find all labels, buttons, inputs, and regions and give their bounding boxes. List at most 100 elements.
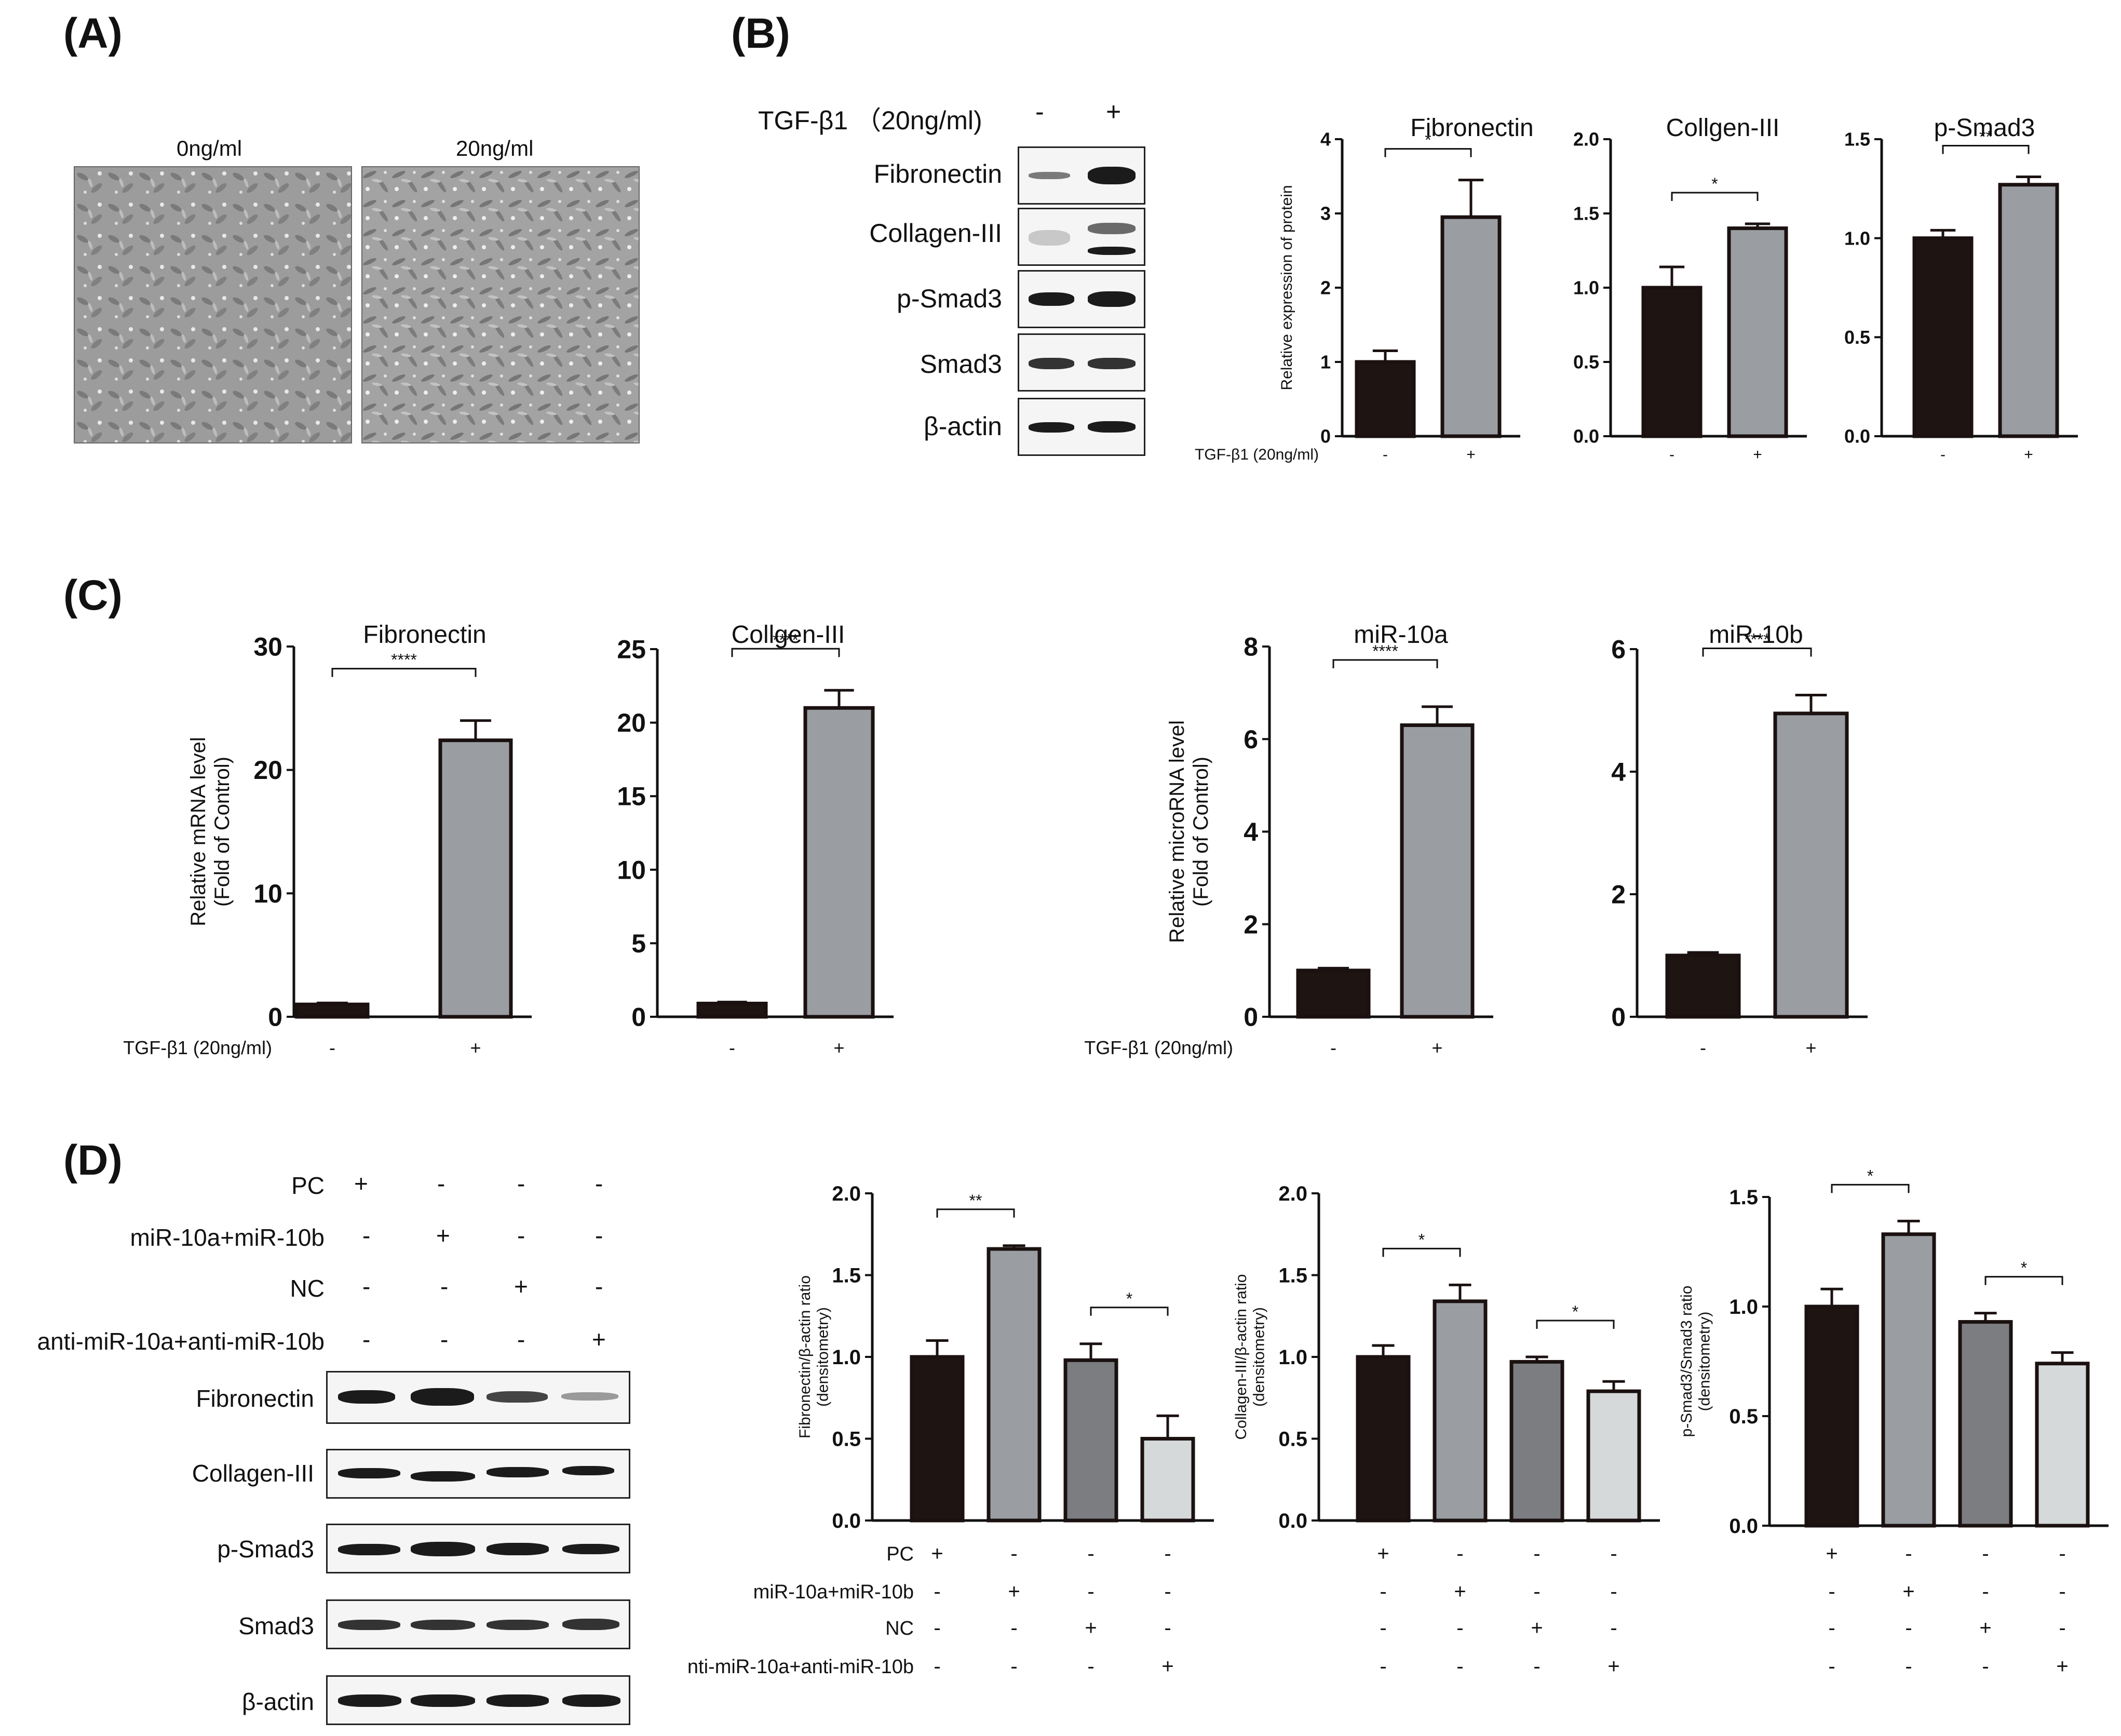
condition-sign: -: [2059, 1580, 2065, 1603]
band: [338, 1468, 400, 1478]
chart-title: miR-10b: [1709, 621, 1803, 649]
significance-label: ****: [391, 651, 417, 669]
blot-d-sign: -: [440, 1326, 449, 1353]
condition-sign: +: [470, 1037, 481, 1058]
y-tick-label: 10: [253, 879, 282, 908]
condition-label: NC: [885, 1618, 914, 1639]
condition-sign: -: [1700, 1037, 1706, 1058]
band: [561, 1392, 618, 1401]
panel-label-a: (A): [63, 10, 123, 57]
significance-label: *: [1572, 1302, 1578, 1321]
bar: [1509, 1360, 1564, 1523]
significance-bracket: [1382, 1247, 1461, 1257]
blot-d-row-label-psmad3: p-Smad3: [217, 1536, 314, 1563]
y-tick-label: 0: [268, 1003, 282, 1032]
y-tick-label: 0.0: [1278, 1510, 1307, 1532]
bar: [1296, 968, 1371, 1019]
condition-label: TGF-β1 (20ng/ml): [1084, 1037, 1233, 1058]
significance-label: *: [1867, 1166, 1873, 1185]
y-tick-label: 0: [1320, 426, 1331, 447]
condition-sign: -: [1456, 1655, 1463, 1678]
blot-b-strip-psmad3: [1018, 270, 1145, 328]
blot-d-sign: -: [517, 1222, 525, 1249]
y-tick-label: 20: [617, 708, 646, 737]
y-axis-label: Collagen-III/β-actin ratio: [1233, 1274, 1250, 1439]
significance-bracket: [1831, 1183, 1910, 1193]
condition-sign: -: [1533, 1655, 1540, 1678]
band: [487, 1694, 549, 1707]
condition-label: PC: [886, 1543, 914, 1565]
band: [487, 1543, 549, 1555]
chart-title: Collgen-III: [732, 621, 845, 649]
significance-bracket: [1332, 659, 1438, 668]
band: [562, 1619, 619, 1630]
blot-b-strip-collagen: [1018, 208, 1145, 266]
y-tick-label: 1.5: [1844, 129, 1870, 150]
condition-sign: -: [1010, 1617, 1017, 1639]
panel-label-b: (B): [731, 10, 790, 57]
band: [1088, 247, 1136, 255]
band: [411, 1694, 475, 1707]
bar: [1356, 1355, 1411, 1523]
significance-bracket: [1384, 148, 1472, 157]
condition-sign: -: [2059, 1617, 2065, 1639]
significance-bracket: [1536, 1320, 1615, 1329]
significance-label: *: [1126, 1289, 1132, 1308]
y-tick-label: 6: [1611, 635, 1626, 664]
condition-sign: -: [1610, 1580, 1617, 1603]
condition-sign: -: [729, 1037, 735, 1058]
y-tick-label: 1.0: [1573, 277, 1599, 299]
condition-label: miR-10a+miR-10b: [753, 1581, 914, 1603]
blot-d-sign: -: [437, 1170, 445, 1197]
y-tick-label: 0.0: [1844, 426, 1870, 447]
y-axis-label: Relative microRNA level: [1166, 720, 1188, 943]
micrograph-0ng: [74, 166, 352, 443]
significance-bracket: [331, 668, 477, 677]
significance-label: *: [1418, 1230, 1425, 1249]
band: [1029, 358, 1074, 369]
y-tick-label: 0: [631, 1003, 646, 1032]
condition-sign: +: [1902, 1580, 1914, 1603]
bar: [1912, 236, 1974, 438]
blot-d-sign: +: [592, 1326, 606, 1353]
significance-label: ****: [773, 630, 799, 649]
condition-sign: -: [1905, 1542, 1912, 1565]
bar: [1140, 1437, 1195, 1523]
condition-sign: -: [1982, 1655, 1989, 1678]
y-tick-label: 2: [1320, 277, 1331, 299]
condition-sign: +: [1008, 1580, 1020, 1603]
bar: [1727, 226, 1788, 438]
band: [562, 1544, 619, 1554]
condition-sign: +: [1979, 1617, 1991, 1639]
condition-label: TGF-β1 (20ng/ml): [123, 1037, 272, 1058]
y-tick-label: 0.0: [1573, 426, 1599, 447]
y-tick-label: 1.0: [1844, 227, 1870, 249]
significance-label: *: [1711, 174, 1718, 193]
significance-bracket: [1942, 144, 2030, 154]
blot-d-strip-collagen: [326, 1449, 630, 1499]
chart-title: miR-10a: [1354, 621, 1448, 649]
y-axis-label: Relative mRNA level: [187, 737, 210, 926]
chart-title: Collgen-III: [1666, 114, 1780, 142]
y-tick-label: 20: [253, 756, 282, 785]
bar: [910, 1355, 965, 1523]
bar: [1958, 1320, 2013, 1528]
band: [411, 1471, 475, 1482]
condition-sign: +: [2056, 1655, 2068, 1678]
condition-sign: -: [329, 1037, 335, 1058]
y-tick-label: 30: [253, 633, 282, 662]
blot-d-cond-label-nc: NC: [290, 1275, 325, 1302]
significance-label: *: [1425, 131, 1431, 150]
condition-sign: -: [1164, 1580, 1171, 1603]
significance-bracket: [936, 1208, 1015, 1218]
y-tick-label: 3: [1320, 203, 1331, 224]
bar: [1773, 711, 1849, 1019]
band: [1029, 172, 1070, 179]
condition-sign: +: [1454, 1580, 1466, 1603]
blot-b-strip-smad3: [1018, 333, 1145, 392]
blot-d-cond-label-mir: miR-10a+miR-10b: [130, 1224, 325, 1251]
condition-sign: +: [1753, 446, 1762, 463]
band: [1088, 291, 1136, 307]
condition-sign: +: [1826, 1542, 1838, 1565]
band: [487, 1467, 549, 1477]
